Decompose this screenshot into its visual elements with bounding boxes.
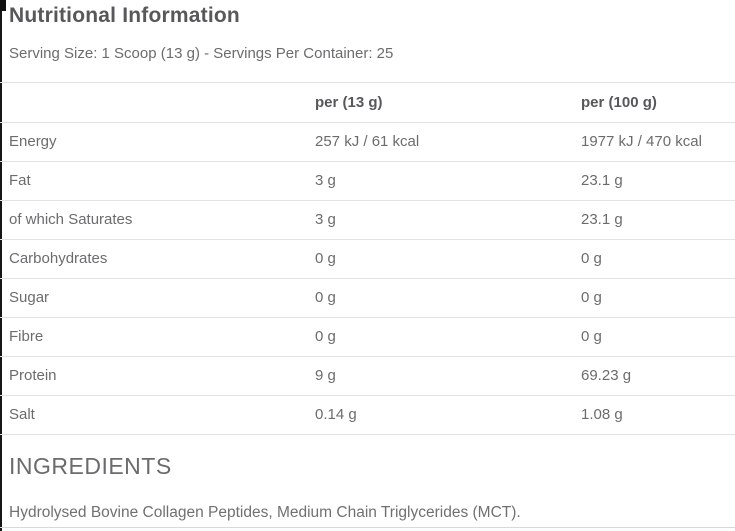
bottom-divider [0,527,735,528]
column-header-per-100g: per (100 g) [581,93,657,111]
divider [0,82,735,83]
nutrient-per-100g: 23.1 g [581,172,623,189]
top-left-corner-notch [0,0,6,11]
nutrient-name: Fibre [9,328,44,345]
table-row-fibre: Fibre 0 g 0 g [0,318,735,357]
table-row-protein: Protein 9 g 69.23 g [0,357,735,396]
table-row-sugar: Sugar 0 g 0 g [0,279,735,318]
ingredients-text: Hydrolysed Bovine Collagen Peptides, Med… [9,504,521,521]
nutrient-per-serving: 0.14 g [315,406,357,423]
nutrient-per-100g: 0 g [581,289,602,306]
serving-size-line: Serving Size: 1 Scoop (13 g) - Servings … [9,45,394,62]
column-header-per-serving: per (13 g) [315,93,383,111]
nutrient-per-serving: 3 g [315,211,336,228]
nutrient-per-100g: 69.23 g [581,367,632,384]
nutrition-table: per (13 g) per (100 g) Energy 257 kJ / 6… [0,83,735,435]
nutrient-per-serving: 257 kJ / 61 kcal [315,133,420,150]
nutrient-name: Carbohydrates [9,250,108,267]
nutrient-per-serving: 0 g [315,328,336,345]
nutrient-per-100g: 1.08 g [581,406,623,423]
nutrient-per-100g: 0 g [581,328,602,345]
nutrient-per-100g: 0 g [581,250,602,267]
table-row-energy: Energy 257 kJ / 61 kcal 1977 kJ / 470 kc… [0,123,735,162]
left-edge-border [0,0,2,531]
nutrient-name: Fat [9,172,31,189]
table-row-salt: Salt 0.14 g 1.08 g [0,396,735,435]
nutrient-name: Protein [9,367,57,384]
nutrient-name: Energy [9,133,57,150]
nutrient-per-serving: 9 g [315,367,336,384]
nutrient-name: of which Saturates [9,211,133,228]
nutrient-per-serving: 3 g [315,172,336,189]
table-header-row: per (13 g) per (100 g) [0,83,735,123]
table-row-fat: Fat 3 g 23.1 g [0,162,735,201]
ingredients-heading: INGREDIENTS [9,453,172,479]
nutrient-per-100g: 23.1 g [581,211,623,228]
nutrient-per-serving: 0 g [315,250,336,267]
nutrient-name: Sugar [9,289,50,306]
table-row-saturates: of which Saturates 3 g 23.1 g [0,201,735,240]
nutrient-name: Salt [9,406,35,423]
nutrient-per-100g: 1977 kJ / 470 kcal [581,133,702,150]
table-row-carbohydrates: Carbohydrates 0 g 0 g [0,240,735,279]
page-title: Nutritional Information [9,4,240,27]
nutrient-per-serving: 0 g [315,289,336,306]
